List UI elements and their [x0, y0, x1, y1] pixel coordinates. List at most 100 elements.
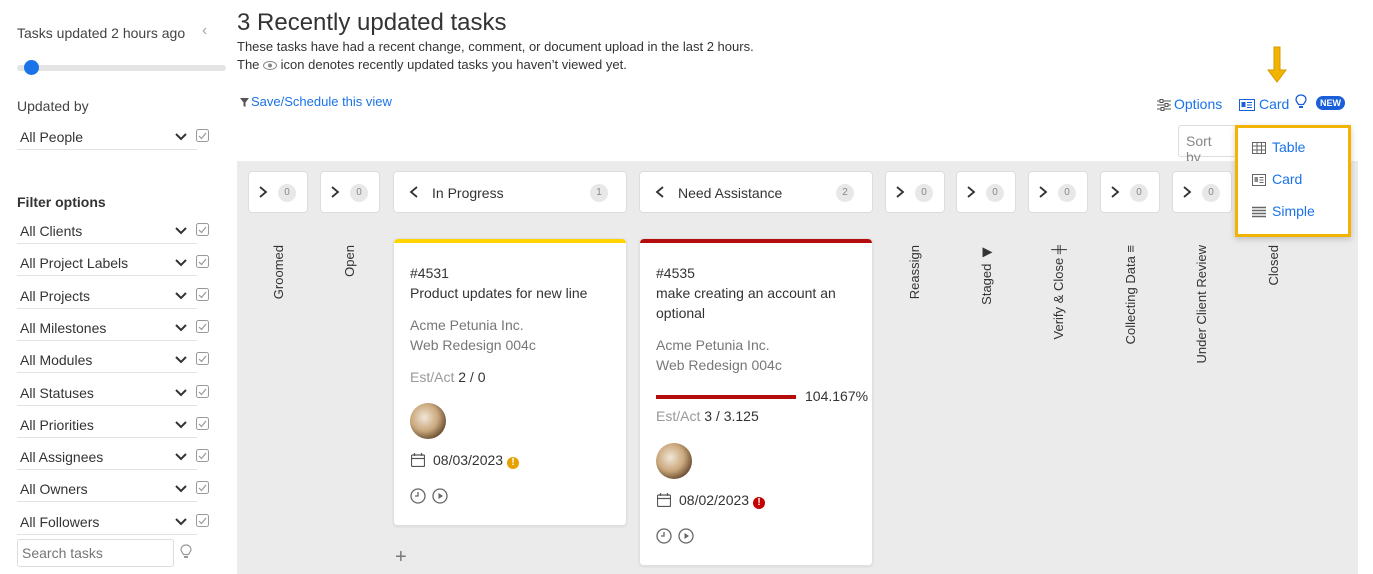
view-mode-button[interactable]: Card [1239, 96, 1289, 112]
checklist-icon[interactable] [196, 320, 209, 333]
column-header-open[interactable]: 0 [320, 171, 380, 213]
task-project: Web Redesign 004c [656, 357, 782, 373]
chevron-right-icon [259, 186, 268, 198]
filter-value: All Followers [20, 514, 100, 530]
checklist-icon[interactable] [196, 385, 209, 398]
checklist-icon[interactable] [196, 514, 209, 527]
view-option-card-label: Card [1272, 171, 1303, 187]
updated-by-value: All People [20, 129, 84, 145]
card-view-icon [1239, 99, 1255, 111]
view-option-simple-label: Simple [1272, 203, 1315, 219]
search-tasks-input[interactable] [17, 539, 174, 567]
assignee-avatar[interactable] [410, 403, 446, 439]
column-count: 0 [915, 184, 933, 202]
clock-icon[interactable] [656, 528, 672, 544]
kanban-board: 0 0 In Progress 1 Need Assistance 2 0 0 … [237, 161, 1358, 574]
checklist-icon[interactable] [196, 449, 209, 462]
est-act-value: 2 / 0 [458, 369, 486, 385]
task-id: #4535 [656, 265, 695, 281]
task-card-4531[interactable]: #4531 Product updates for new line Acme … [393, 238, 627, 526]
view-option-table[interactable]: Table [1252, 139, 1305, 155]
column-header-staged[interactable]: 0 [956, 171, 1016, 213]
description-suffix: icon denotes recently updated tasks you … [280, 57, 627, 72]
est-act-label: Est/Act [410, 369, 455, 385]
filter-select[interactable]: All Assignees [17, 444, 197, 470]
save-schedule-view-link[interactable]: Save/Schedule this view [240, 94, 392, 109]
column-label-groomed: Groomed [271, 245, 286, 300]
filter-value: All Clients [20, 223, 83, 239]
filter-select[interactable]: All Project Labels [17, 250, 197, 276]
updated-by-label: Updated by [17, 98, 89, 114]
column-label-collecting-data: Collecting Data ≡ [1123, 245, 1138, 345]
chevron-right-icon [1183, 186, 1192, 198]
warning-icon: ! [753, 497, 766, 509]
time-slider-thumb[interactable] [24, 60, 39, 75]
checklist-icon[interactable] [196, 223, 209, 236]
checklist-icon[interactable] [196, 481, 209, 494]
lightbulb-icon[interactable] [1295, 94, 1307, 110]
play-timer-icon[interactable] [432, 488, 448, 504]
clock-icon[interactable] [410, 488, 426, 504]
sliders-icon [1157, 99, 1171, 111]
view-option-card[interactable]: Card [1252, 171, 1302, 187]
filter-select[interactable]: All Modules [17, 347, 197, 373]
new-badge: NEW [1316, 96, 1345, 110]
checklist-icon[interactable] [196, 288, 209, 301]
checklist-icon[interactable] [196, 417, 209, 430]
filter-select[interactable]: All Followers [17, 509, 197, 535]
collapse-sidebar-button[interactable]: ‹ [202, 22, 208, 39]
view-option-simple[interactable]: Simple [1252, 203, 1315, 219]
column-header-groomed[interactable]: 0 [248, 171, 308, 213]
checklist-icon[interactable] [196, 255, 209, 268]
filter-select[interactable]: All Clients [17, 218, 197, 244]
chevron-right-icon [1039, 186, 1048, 198]
chevron-down-icon [175, 453, 187, 461]
column-header-need-assistance[interactable]: Need Assistance 2 [639, 171, 873, 213]
column-header-verify-close[interactable]: 0 [1028, 171, 1088, 213]
task-title-line-2[interactable]: optional [656, 305, 706, 321]
filter-select[interactable]: All Statuses [17, 380, 197, 406]
sort-by-select[interactable]: Sort by [1178, 125, 1236, 165]
column-header-collecting-data[interactable]: 0 [1100, 171, 1160, 213]
due-date: 08/02/2023! [679, 492, 766, 509]
add-task-button[interactable]: + [395, 546, 407, 568]
filter-select[interactable]: All Milestones [17, 315, 197, 341]
column-count: 1 [590, 184, 608, 202]
chevron-down-icon [175, 356, 187, 364]
task-title[interactable]: Product updates for new line [410, 285, 588, 301]
due-date-value: 08/03/2023 [433, 452, 504, 468]
checklist-icon[interactable] [196, 352, 209, 365]
arrow-down-icon [1267, 46, 1287, 83]
updated-by-select[interactable]: All People [17, 124, 197, 150]
view-mode-dropdown: Table Card Simple [1235, 125, 1351, 237]
filter-select[interactable]: All Projects [17, 283, 197, 309]
checklist-icon[interactable] [196, 129, 209, 142]
task-title-line-1[interactable]: make creating an account an [656, 285, 836, 301]
filter-value: All Projects [20, 288, 91, 304]
chevron-down-icon [175, 227, 187, 235]
calendar-icon [411, 453, 425, 467]
lightbulb-icon[interactable] [180, 544, 192, 560]
chevron-down-icon [175, 259, 187, 267]
assignee-avatar[interactable] [656, 443, 692, 479]
column-label-open: Open [342, 245, 357, 277]
time-slider-track[interactable] [17, 65, 226, 71]
filter-select[interactable]: All Owners [17, 476, 197, 502]
column-header-under-client-review[interactable]: 0 [1172, 171, 1232, 213]
column-count: 2 [836, 184, 854, 202]
sidebar: Tasks updated 2 hours ago ‹ Updated by A… [0, 0, 226, 574]
filter-value: All Milestones [20, 320, 107, 336]
options-label: Options [1174, 96, 1223, 112]
chevron-down-icon [175, 421, 187, 429]
eye-icon [263, 61, 278, 71]
est-act: Est/Act 2 / 0 [410, 369, 486, 385]
column-label-reassign: Reassign [907, 245, 922, 300]
description-prefix: The [237, 57, 260, 72]
task-card-4535[interactable]: #4535 make creating an account an option… [639, 238, 873, 566]
column-header-reassign[interactable]: 0 [885, 171, 945, 213]
column-header-in-progress[interactable]: In Progress 1 [393, 171, 627, 213]
filter-select[interactable]: All Priorities [17, 412, 197, 438]
options-button[interactable]: Options [1157, 96, 1222, 112]
view-option-table-label: Table [1272, 139, 1306, 155]
play-timer-icon[interactable] [678, 528, 694, 544]
